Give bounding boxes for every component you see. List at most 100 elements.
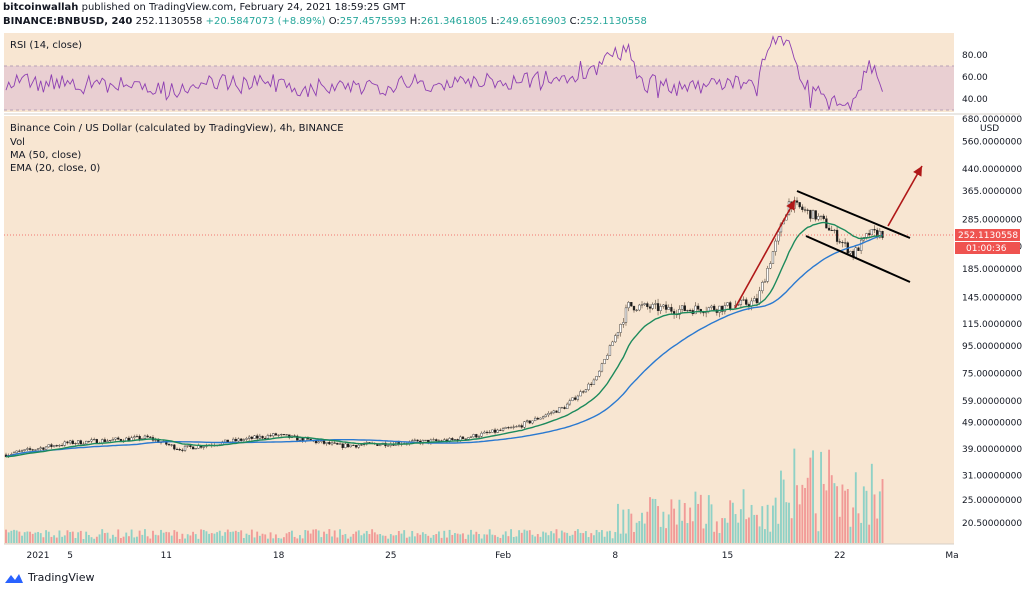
time-axis[interactable] — [4, 544, 1020, 564]
publisher-line: bitcoinwallah published on TradingView.c… — [3, 2, 405, 13]
price-pane[interactable] — [4, 116, 954, 544]
price-tick: 49.00000000 — [962, 419, 1022, 429]
candle — [507, 426, 510, 430]
volume-bar — [830, 475, 833, 543]
price-tick: 75.00000000 — [962, 369, 1022, 379]
volume-bar — [552, 533, 555, 543]
candle — [563, 405, 566, 410]
channel-upper-line[interactable] — [796, 190, 911, 239]
time-tick: 8 — [612, 551, 618, 561]
volume-bar — [812, 450, 814, 543]
candle — [568, 398, 571, 406]
candle — [606, 353, 609, 360]
volume-bar — [274, 534, 277, 543]
volume-bar — [23, 532, 26, 543]
volume-bar — [333, 530, 336, 543]
volume-bar — [838, 516, 841, 543]
volume-bar — [127, 536, 130, 543]
publisher-name[interactable]: bitcoinwallah — [3, 2, 79, 13]
volume-bar — [55, 537, 58, 543]
brand-label[interactable]: TradingView — [28, 571, 95, 584]
volume-bar — [405, 537, 408, 543]
volume-bar — [419, 534, 422, 543]
volume-bar — [571, 534, 574, 543]
volume-bar — [769, 531, 772, 543]
volume-bar — [584, 531, 587, 543]
indicator-vol[interactable]: Vol — [10, 137, 25, 148]
volume-bar — [560, 530, 563, 543]
volume-bar — [617, 503, 619, 543]
volume-bar — [526, 530, 529, 543]
change-value: +20.5847073 (+8.89%) — [205, 16, 326, 27]
channel-lower-line[interactable] — [805, 235, 911, 283]
volume-bar — [467, 534, 470, 543]
volume-bar — [681, 520, 684, 543]
volume-bar — [459, 534, 462, 543]
volume-bar — [694, 491, 697, 543]
volume-bar — [780, 470, 782, 543]
candle — [504, 426, 507, 429]
candle — [811, 209, 815, 219]
volume-bar — [61, 536, 64, 543]
volume-bar — [424, 533, 427, 543]
rsi-axis[interactable] — [954, 33, 1020, 112]
volume-bar — [119, 538, 122, 543]
volume-bar — [480, 538, 483, 543]
candle — [536, 416, 539, 421]
arrow-up-projection[interactable] — [887, 165, 923, 227]
volume-bar — [277, 537, 280, 543]
indicator-ma[interactable]: MA (50, close) — [10, 150, 81, 161]
volume-bar — [349, 536, 352, 543]
volume-bar — [472, 534, 475, 543]
volume-bar — [547, 535, 550, 543]
candle — [630, 302, 633, 307]
candle — [531, 420, 534, 425]
candle — [245, 436, 248, 442]
symbol-label[interactable]: BINANCE:BNBUSD, 240 — [3, 16, 133, 27]
candle — [600, 362, 604, 373]
candle — [814, 210, 817, 222]
candle — [71, 439, 74, 445]
tradingview-logo-icon[interactable] — [4, 572, 24, 584]
candle — [194, 448, 197, 450]
candle — [819, 215, 823, 221]
candle — [60, 443, 64, 447]
volume-bar — [95, 536, 98, 543]
volume-bar — [379, 534, 382, 543]
price-axis[interactable] — [954, 116, 1020, 544]
candle — [558, 407, 561, 414]
candle — [574, 395, 577, 401]
candle — [579, 389, 582, 397]
candle — [590, 381, 593, 387]
volume-bar — [507, 536, 510, 543]
volume-bar — [649, 497, 651, 543]
volume-bar — [111, 534, 114, 543]
volume-bar — [13, 529, 15, 543]
volume-bar — [488, 529, 491, 543]
volume-bar — [31, 533, 34, 543]
volume-bar — [483, 534, 486, 543]
time-tick: 5 — [67, 551, 73, 561]
candle — [742, 296, 745, 302]
candle — [587, 382, 590, 392]
volume-bar — [315, 529, 317, 543]
volume-bar — [486, 534, 488, 543]
volume-bar — [400, 533, 403, 543]
arrow-up-past[interactable] — [734, 199, 796, 309]
volume-bar — [697, 503, 700, 543]
volume-bar — [782, 479, 785, 543]
candle — [77, 440, 80, 446]
volume-bar — [192, 531, 194, 543]
volume-bar — [162, 532, 165, 543]
candle — [512, 424, 515, 430]
volume-bar — [785, 502, 788, 543]
indicator-ema[interactable]: EMA (20, close, 0) — [10, 163, 100, 174]
candle — [52, 445, 56, 448]
volume-bar — [670, 499, 673, 543]
volume-bar — [42, 537, 45, 543]
time-tick: 11 — [161, 551, 172, 561]
volume-bar — [87, 534, 90, 543]
time-axis-ticks: 2021 5 11 18 25 Feb 8 15 22 Ma — [27, 551, 959, 561]
candle — [659, 303, 662, 314]
